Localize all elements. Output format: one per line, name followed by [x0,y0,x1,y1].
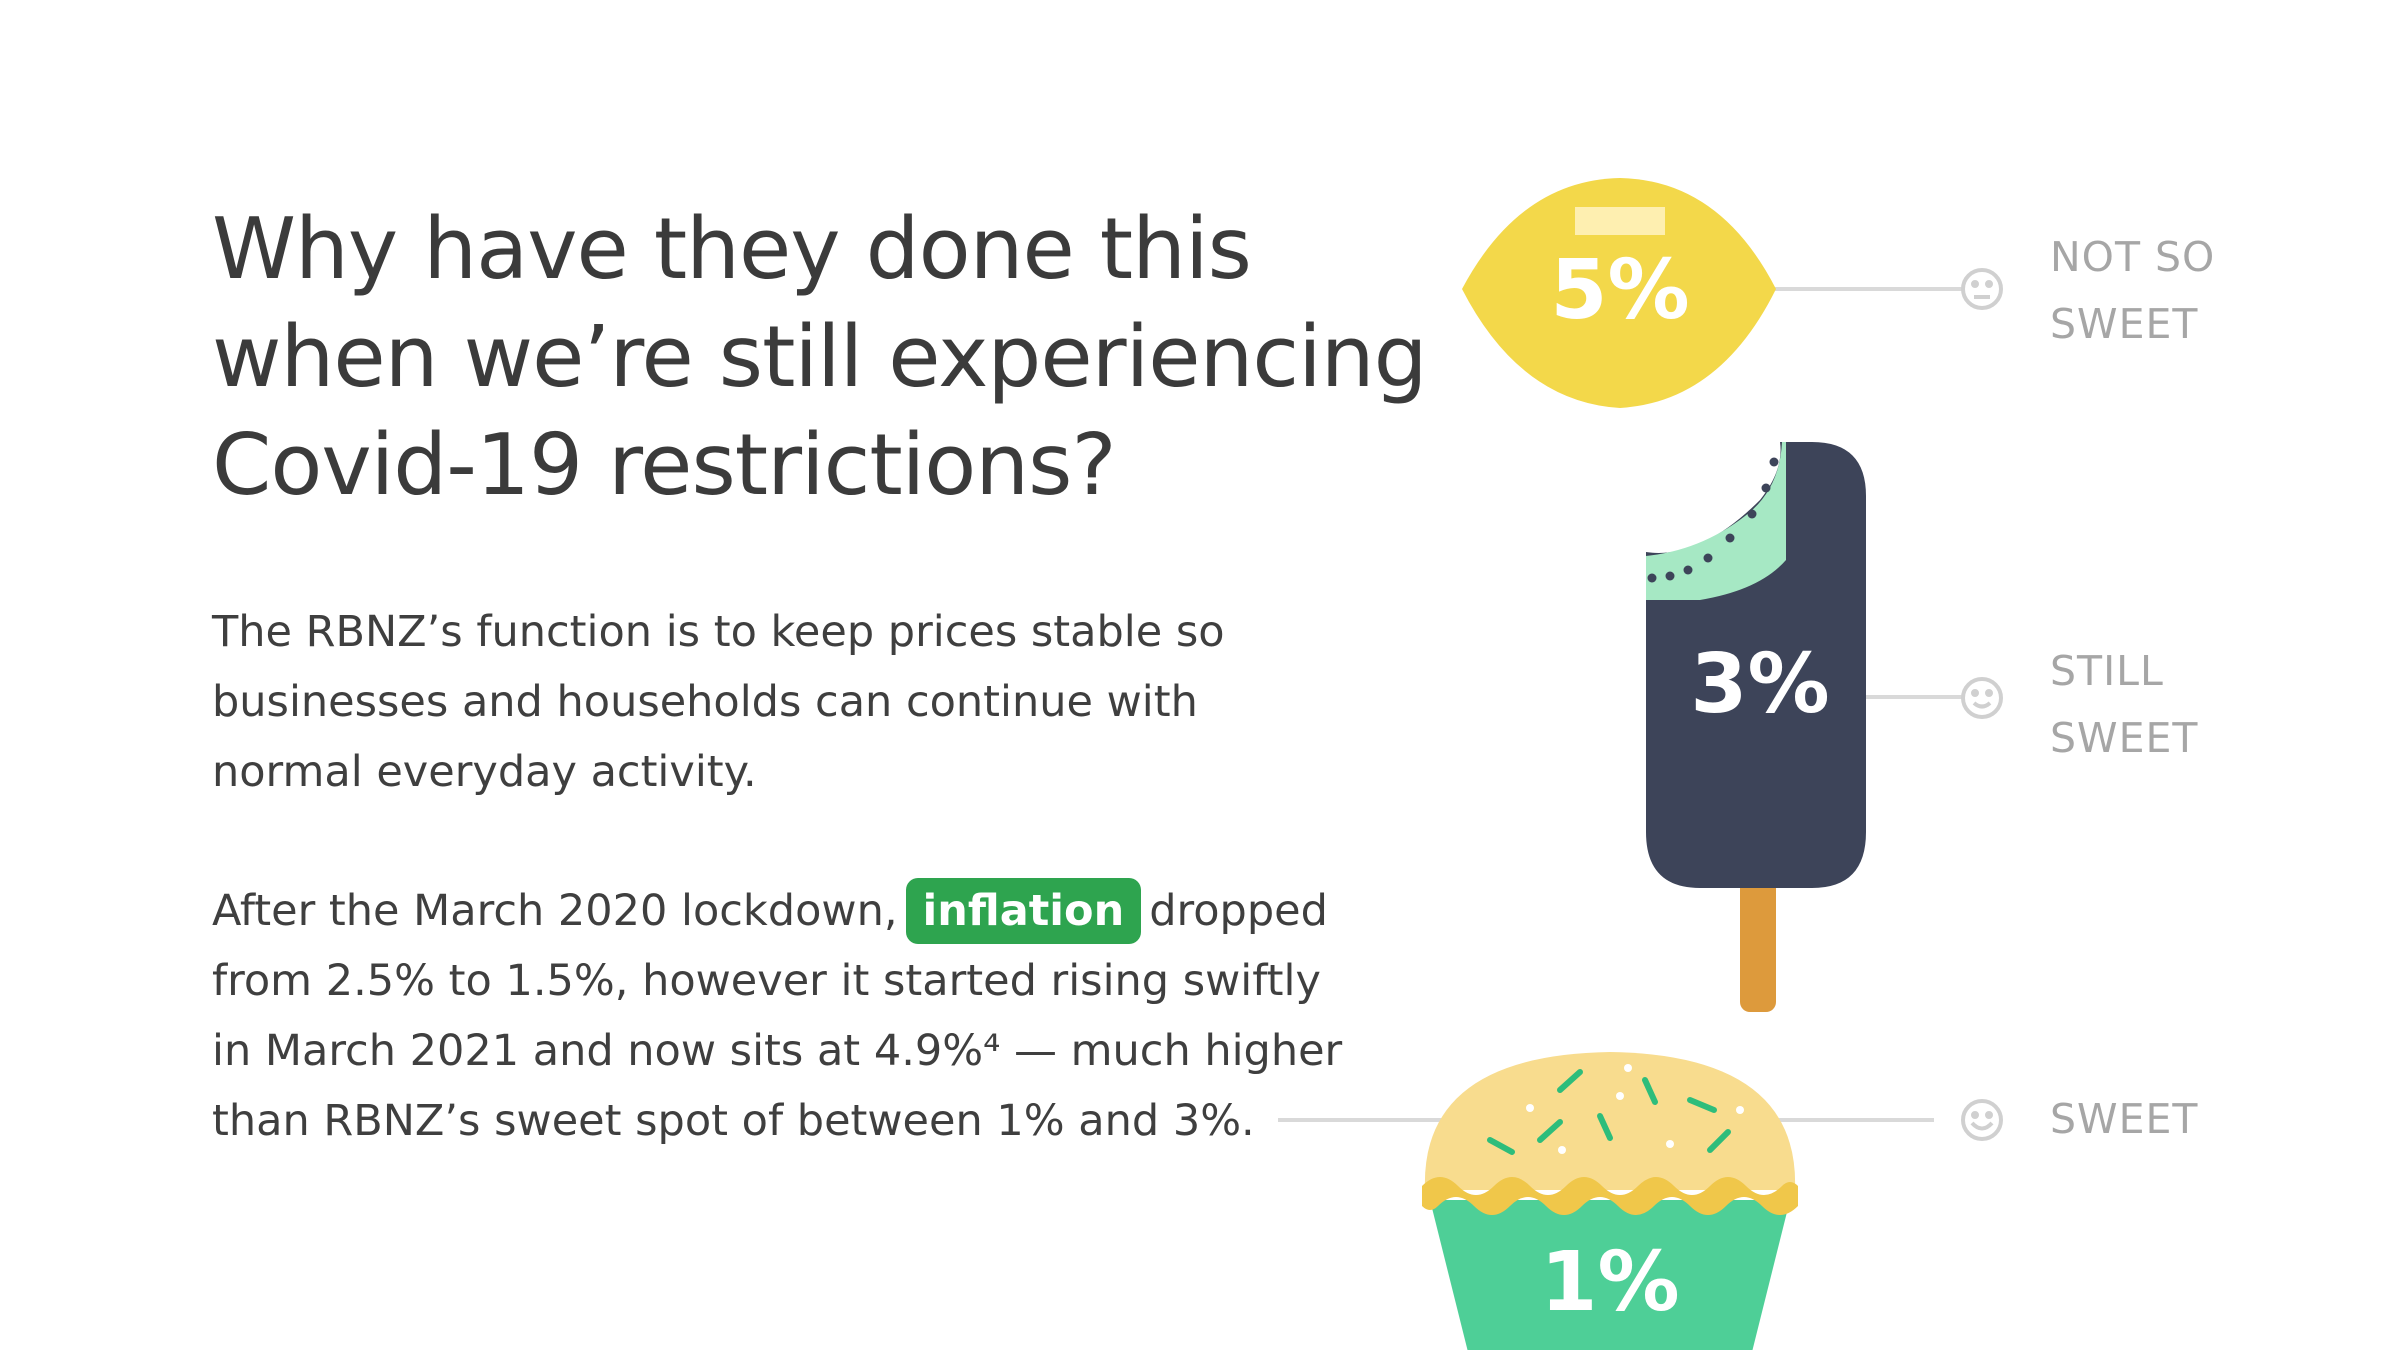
inflation-paragraph: After the March 2020 lockdown, inflation d… [212,876,1412,1156]
paragraph-line: in March 2021 and now sits at 4.9%⁴ — mu… [212,1026,1343,1076]
icecream-icon [1646,442,1866,1012]
paragraph-line: After the March 2020 lockdown, inflation d… [212,876,1412,946]
headline-line: Covid-19 restrictions? [212,416,1117,515]
icecream-value: 3% [1690,637,1829,732]
paragraph-line: businesses and households can continue w… [212,677,1198,727]
paragraph-text: dropped [1149,886,1328,936]
neutral-face-icon [1961,268,2003,310]
inflation-tag[interactable]: inflation [905,878,1142,944]
lemon-value: 5% [1550,243,1689,338]
scale-label-line: SWEET [2050,300,2199,348]
headline: Why have they done this when we’re still… [212,196,1428,520]
paragraph-text: After the March 2020 lockdown, [212,886,898,936]
cupcake-icon [1422,1052,1798,1350]
paragraph-line: than RBNZ’s sweet spot of between 1% and… [212,1096,1255,1146]
scale-label-line: SWEET [2050,714,2199,762]
scale-label-not-so-sweet: NOT SO SWEET [2050,224,2215,358]
intro-paragraph: The RBNZ’s function is to keep prices st… [212,597,1412,807]
paragraph-line: The RBNZ’s function is to keep prices st… [212,607,1225,657]
scale-label-still-sweet: STILL SWEET [2050,638,2198,772]
headline-line: when we’re still experiencing [212,308,1428,407]
scale-label-sweet: SWEET [2050,1086,2198,1153]
scale-label-line: NOT SO [2050,233,2216,281]
happy-face-icon [1961,1099,2003,1141]
scale-label-line: SWEET [2050,1095,2199,1143]
headline-line: Why have they done this [212,200,1252,299]
scale-label-line: STILL [2050,647,2164,695]
paragraph-line: normal everyday activity. [212,747,757,797]
lemon-icon [1462,178,1776,408]
paragraph-line: from 2.5% to 1.5%, however it started ri… [212,956,1321,1006]
cupcake-value: 1% [1540,1235,1679,1330]
smiley-face-icon [1961,677,2003,719]
